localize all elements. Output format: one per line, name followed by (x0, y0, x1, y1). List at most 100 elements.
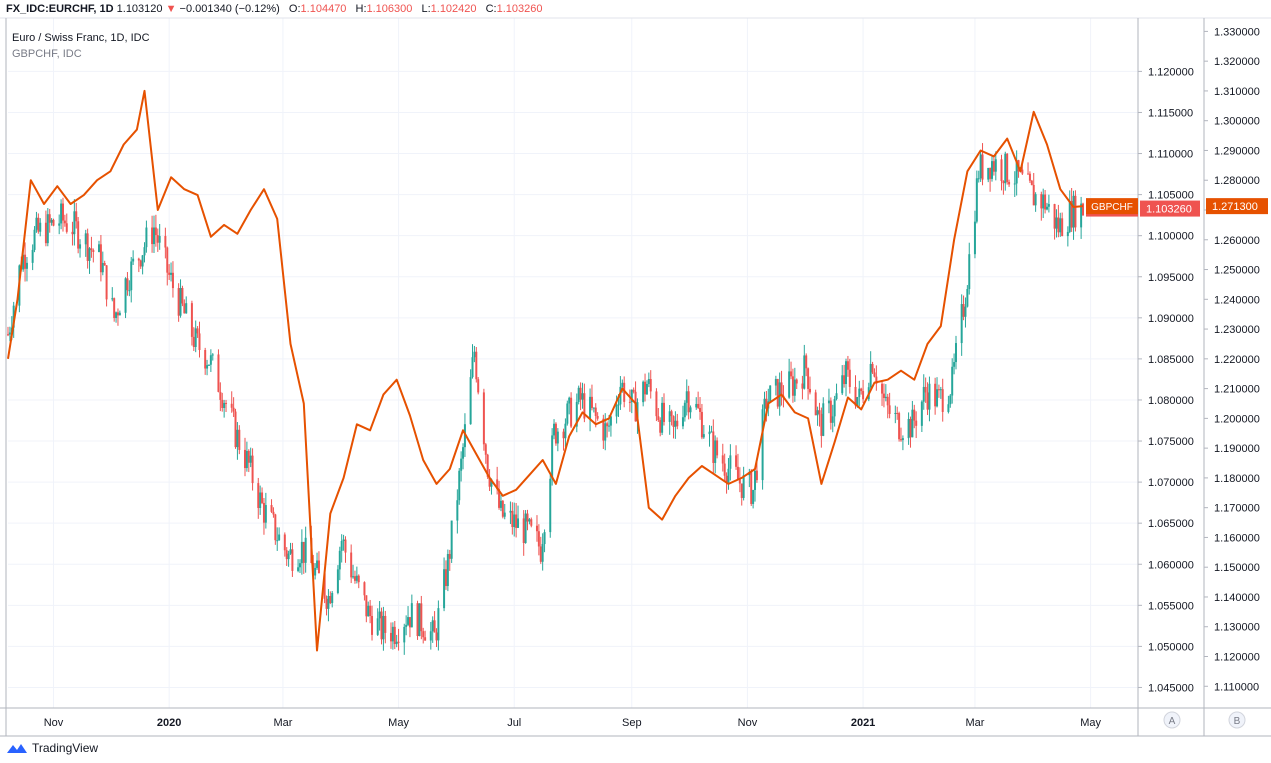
candle-body (854, 386, 857, 406)
candle-body (835, 393, 838, 400)
gbpchf-line (7, 89, 1084, 652)
last-price-gbpchf: 1.271300 (1212, 201, 1258, 213)
candle-body (37, 217, 40, 232)
candle-body (475, 351, 478, 380)
candle-body (113, 298, 116, 319)
axis-b-label: 1.150000 (1214, 562, 1260, 574)
candle-body (484, 444, 487, 455)
candle-body (975, 178, 978, 222)
candle-body (156, 235, 159, 243)
candle-body (856, 397, 859, 406)
candle-body (973, 221, 976, 255)
candle-body (655, 391, 658, 417)
candle-body (947, 404, 950, 412)
scale-button-b[interactable]: B (1228, 711, 1246, 729)
time-axis-label: Nov (44, 717, 64, 729)
candle-body (915, 420, 918, 426)
candle-body (860, 388, 863, 392)
axis-a-label: 1.075000 (1148, 436, 1194, 448)
close-label: C: (485, 3, 497, 15)
candle-body (124, 278, 127, 313)
candle-body (808, 388, 811, 393)
candle-body (735, 455, 738, 467)
legend-compare-series[interactable]: GBPCHF, IDC (12, 48, 82, 60)
axis-a-label: 1.080000 (1148, 395, 1194, 407)
candle-body (115, 312, 118, 319)
tradingview-branding[interactable]: TradingView (6, 741, 98, 755)
axis-b-label: 1.210000 (1214, 384, 1260, 396)
candle-body (644, 381, 647, 395)
candle-body (181, 287, 184, 304)
candle-body (987, 167, 990, 180)
candle-body (541, 544, 544, 562)
candle-body (410, 603, 413, 628)
candle-body (816, 410, 819, 416)
scale-button-a[interactable]: A (1163, 711, 1181, 729)
candle-body (543, 532, 546, 545)
candle-body (352, 576, 355, 578)
candle-body (405, 624, 408, 627)
candle-body (513, 514, 516, 528)
time-axis-label: Sep (622, 717, 642, 729)
candle-body (530, 519, 533, 526)
candle-body (482, 392, 485, 445)
candle-body (791, 376, 794, 396)
candle-body (803, 355, 806, 389)
price-axis-a[interactable]: 1.045000 1.050000 1.055000 1.060000 1.065000… (1138, 66, 1194, 694)
candle-body (90, 248, 93, 251)
symbol-title[interactable]: FX_IDC:EURCHF, 1D (6, 3, 114, 15)
time-axis[interactable]: Nov 2020 Mar May Jul Sep Nov 2021 Mar May (44, 717, 1102, 729)
axis-a-label: 1.105000 (1148, 190, 1194, 202)
candle-body (460, 458, 463, 471)
candle-body (166, 247, 169, 273)
candle-body (25, 262, 28, 269)
candle-body (272, 511, 275, 515)
high-label: H: (355, 3, 367, 15)
time-axis-label: May (1080, 717, 1101, 729)
candle-body (579, 387, 582, 400)
axis-a-label: 1.060000 (1148, 559, 1194, 571)
candle-body (450, 520, 453, 559)
series-legend: Euro / Swiss Franc, 1D, IDC GBPCHF, IDC (12, 30, 150, 62)
candle-body (884, 396, 887, 399)
candle-body (431, 620, 434, 632)
candle-body (92, 250, 95, 253)
candle-body (738, 479, 741, 484)
candle-body (583, 393, 586, 419)
last-price-eurchf: 1.103260 (1146, 204, 1192, 216)
candle-body (575, 401, 578, 427)
candle-body (528, 519, 531, 522)
candle-body (517, 518, 520, 528)
candle-body (699, 407, 702, 412)
candle-body (939, 389, 942, 391)
candle-body (456, 500, 459, 521)
candle-body (820, 413, 823, 436)
candle-body (433, 620, 436, 633)
axis-b-label: 1.220000 (1214, 354, 1260, 366)
candle-body (1004, 153, 1007, 184)
candle-body (194, 328, 197, 347)
candle-body (126, 278, 129, 291)
candle-body (486, 454, 489, 477)
candle-body (101, 263, 104, 273)
price-axis-b[interactable]: 1.110000 1.120000 1.130000 1.140000 1.150000… (1204, 26, 1260, 693)
candle-body (736, 466, 739, 480)
candle-body (608, 425, 611, 427)
time-axis-label: 2020 (157, 717, 181, 729)
candle-body (270, 505, 273, 512)
candle-body (446, 554, 449, 587)
legend-main-series[interactable]: Euro / Swiss Franc, 1D, IDC (12, 32, 150, 44)
candle-body (143, 247, 146, 256)
candle-body (511, 510, 514, 528)
candle-body (1066, 231, 1069, 237)
candle-body (991, 161, 994, 179)
candle-body (408, 617, 411, 628)
candle-body (219, 391, 222, 400)
candle-body (710, 431, 713, 433)
candle-body (477, 379, 480, 393)
candle-body (223, 402, 226, 409)
candle-body (900, 439, 903, 441)
candle-body (232, 407, 235, 412)
candle-body (151, 227, 154, 245)
